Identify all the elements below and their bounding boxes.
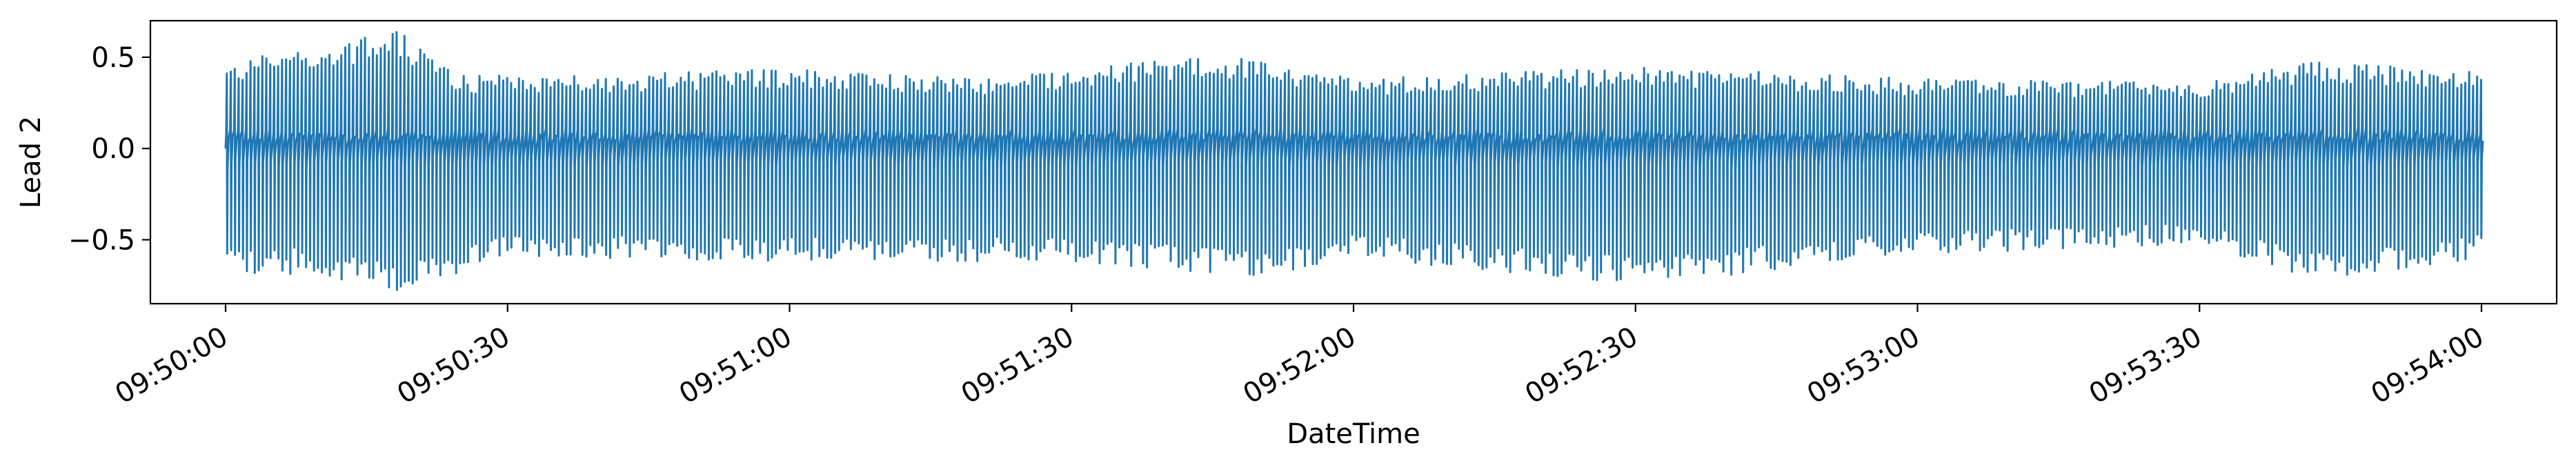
x-tick-label: 09:51:00 <box>674 321 797 411</box>
plot-area <box>224 31 2484 291</box>
y-tick-label: 0.0 <box>91 133 135 165</box>
series-line <box>224 31 2484 291</box>
y-axis-label: Lead 2 <box>15 116 47 208</box>
series-lead-2 <box>224 31 2484 291</box>
x-axis: 09:50:00 09:50:30 09:51:00 09:51:30 09:52:00… <box>110 304 2489 410</box>
x-tick-label: 09:50:00 <box>110 321 233 411</box>
y-tick-label: −0.5 <box>68 224 135 256</box>
y-tick-label: 0.5 <box>91 42 135 74</box>
x-tick-label: 09:52:00 <box>1238 321 1361 411</box>
x-tick-label: 09:50:30 <box>392 321 515 411</box>
y-axis: 0.5 0.0 −0.5 <box>68 42 150 256</box>
x-tick-label: 09:53:30 <box>2084 321 2208 411</box>
x-tick-label: 09:51:30 <box>956 321 1080 411</box>
x-axis-label: DateTime <box>1287 418 1420 450</box>
x-tick-label: 09:53:00 <box>1802 321 1925 411</box>
x-tick-label: 09:52:30 <box>1520 321 1643 411</box>
x-tick-label: 09:54:00 <box>2366 321 2489 411</box>
